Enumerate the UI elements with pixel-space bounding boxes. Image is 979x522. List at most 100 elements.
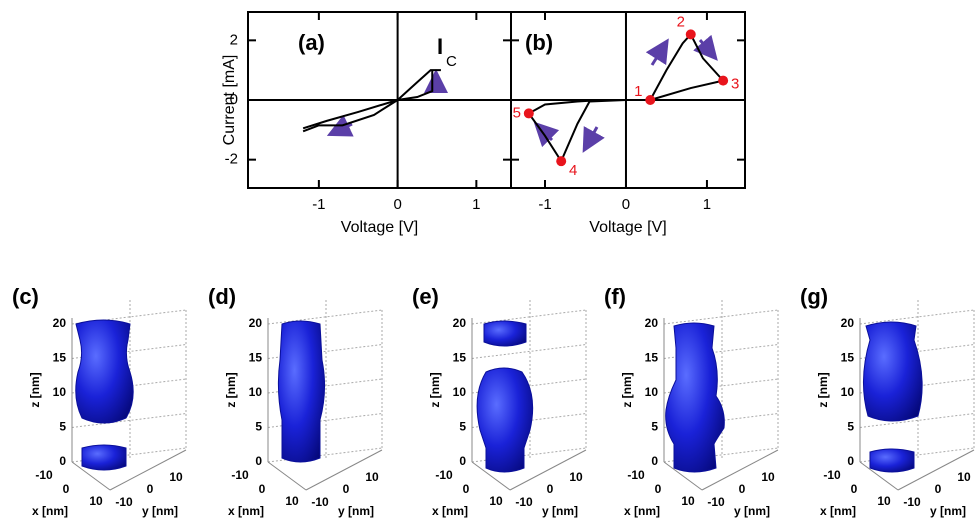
state-point — [718, 75, 729, 86]
axis-line — [71, 461, 111, 491]
z-tick-label: 5 — [255, 420, 262, 434]
panel-label: (f) — [604, 284, 626, 309]
z-tick-label: 10 — [645, 385, 659, 399]
z-tick-label: 0 — [59, 454, 66, 468]
point-label: 4 — [569, 162, 577, 179]
annotation-sub: C — [446, 53, 457, 70]
y-axis-label: y [nm] — [338, 504, 374, 518]
filament-shape — [75, 319, 134, 424]
arrow — [693, 34, 718, 61]
x-tick-label: 1 — [703, 196, 711, 213]
z-tick-label: 5 — [847, 420, 854, 434]
y-tick-label: 10 — [569, 470, 583, 484]
rendering-panel: (g) 0 5 10 15 20 z [nm] -10 0 10 10 0 -10 x [nm] y [nm… — [800, 284, 975, 518]
x-tick-label: -10 — [35, 468, 53, 482]
x-tick-label: -10 — [231, 468, 249, 482]
y-tick-label: 2 — [230, 31, 238, 48]
grid-line — [663, 309, 779, 325]
x-tick-label: 0 — [393, 196, 401, 213]
x-tick-label: -10 — [435, 468, 453, 482]
y-axis-label: y [nm] — [542, 504, 578, 518]
state-point — [556, 156, 567, 167]
y-tick-label: 0 — [739, 482, 746, 496]
x-axis-label: x [nm] — [624, 504, 660, 518]
x-axis-label: Voltage [V] — [341, 219, 418, 236]
grid-line — [71, 447, 187, 463]
rendering-panel: (e) 0 5 10 15 20 z [nm] -10 0 10 10 0 -10 x [nm] y [nm… — [412, 284, 587, 518]
grid-line — [267, 309, 383, 325]
state-point — [685, 29, 696, 40]
y-tick-label: 0 — [935, 482, 942, 496]
y-tick-label: -10 — [515, 495, 533, 509]
rendering-panel: (d) 0 5 10 15 20 z [nm] -10 0 10 10 0 -10 x [nm] y [nm… — [208, 284, 383, 518]
grid-line — [267, 447, 383, 463]
state-point — [523, 108, 534, 119]
axis-line — [897, 449, 975, 491]
z-tick-label: 20 — [841, 316, 855, 330]
filament-shape — [277, 320, 326, 463]
y-tick-label: 10 — [169, 470, 183, 484]
x-tick-label: 10 — [681, 494, 695, 508]
z-tick-label: 20 — [453, 316, 467, 330]
x-tick-label: -1 — [312, 196, 325, 213]
grid-line — [71, 309, 187, 325]
z-tick-label: 10 — [841, 385, 855, 399]
z-tick-label: 10 — [453, 385, 467, 399]
z-tick-label: 15 — [249, 351, 263, 365]
z-axis-label: z [nm] — [816, 372, 830, 407]
y-tick-label: -10 — [115, 495, 133, 509]
filament-shape — [81, 444, 127, 471]
rendering-panel: (f) 0 5 10 15 20 z [nm] -10 0 10 10 0 -10 x [nm] y [nm… — [604, 284, 779, 518]
x-tick-label: 0 — [63, 482, 70, 496]
x-tick-label: 1 — [472, 196, 480, 213]
z-tick-label: 5 — [459, 420, 466, 434]
x-tick-label: -1 — [538, 196, 551, 213]
filament-shape — [862, 321, 923, 422]
z-tick-label: 5 — [651, 420, 658, 434]
grid-line — [267, 413, 383, 428]
x-tick-label: -10 — [627, 468, 645, 482]
axis-line — [267, 461, 307, 491]
arrow — [645, 38, 669, 66]
filament-shape — [869, 448, 915, 473]
x-tick-label: -10 — [823, 468, 841, 482]
arrow — [326, 114, 354, 137]
grid-line — [471, 309, 587, 325]
grid-line — [471, 447, 587, 463]
z-tick-label: 5 — [59, 420, 66, 434]
panel-label: (e) — [412, 284, 439, 309]
x-tick-label: 0 — [463, 482, 470, 496]
point-label: 3 — [731, 76, 739, 93]
state-point — [645, 95, 656, 105]
filament-shape — [483, 320, 527, 347]
x-axis-label: Voltage [V] — [589, 219, 666, 236]
grid-line — [267, 344, 383, 359]
z-axis-label: z [nm] — [28, 372, 42, 407]
axis-line — [701, 449, 779, 491]
z-axis-label: z [nm] — [224, 372, 238, 407]
grid-line — [663, 344, 779, 359]
arrow — [582, 126, 605, 153]
panel-label: (a) — [298, 30, 325, 55]
point-label: 1 — [634, 83, 642, 100]
y-tick-label: -10 — [707, 495, 725, 509]
grid-line — [859, 309, 975, 325]
axis-line — [859, 461, 899, 491]
z-tick-label: 0 — [651, 454, 658, 468]
axis-line — [509, 449, 587, 491]
y-axis-label: Current [mA] — [221, 55, 238, 146]
z-tick-label: 0 — [255, 454, 262, 468]
x-tick-label: 10 — [489, 494, 503, 508]
annotation: I — [437, 34, 443, 59]
grid-line — [859, 413, 975, 428]
z-tick-label: 15 — [841, 351, 855, 365]
z-tick-label: 15 — [53, 351, 67, 365]
y-tick-label: 10 — [957, 470, 971, 484]
filament-shape — [476, 367, 534, 473]
y-tick-label: 10 — [365, 470, 379, 484]
grid-line — [859, 447, 975, 463]
z-tick-label: 10 — [249, 385, 263, 399]
panel-label: (b) — [525, 30, 553, 55]
y-tick-label: -10 — [311, 495, 329, 509]
x-axis-label: x [nm] — [32, 504, 68, 518]
